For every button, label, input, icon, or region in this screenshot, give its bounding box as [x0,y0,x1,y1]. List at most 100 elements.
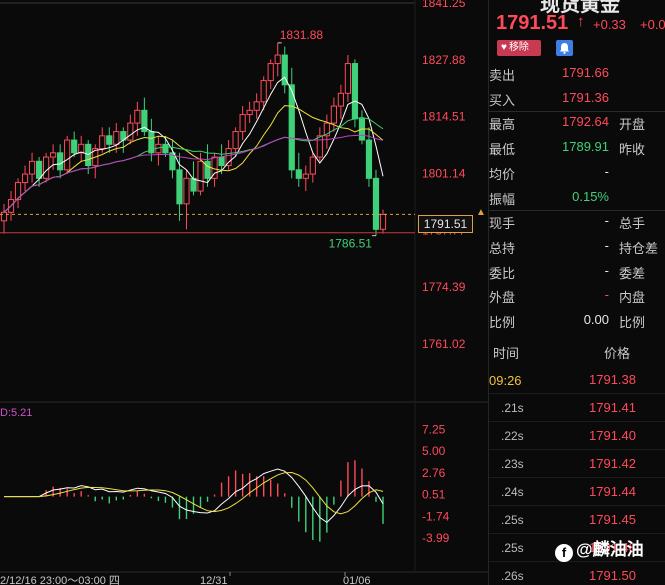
candle-body [183,177,190,205]
price-change-pct: +0.02% [640,17,665,32]
date-label: 12/31 [200,575,228,585]
tick-row: .22s 1791.40 [489,422,665,450]
tick-price: 1791.50 [589,568,636,583]
quote-label: 委比 [489,265,516,281]
candle-body [204,160,211,179]
alert-button[interactable] [556,40,573,56]
candle-body [169,152,176,171]
tick-price: 1791.45 [589,512,636,527]
heart-icon: ♥ [501,42,507,53]
quote-value: 1789.91 [562,139,609,155]
candle-body [351,63,359,120]
quote-row: 现手 - 总手 [489,209,665,233]
candle-body [50,152,57,158]
candle-body [267,63,274,82]
tick-time: .23s [501,457,524,471]
tick-row: .23s 1791.42 [489,450,665,478]
candle-body [78,143,85,154]
candle-body [57,152,64,171]
quote-label: 现手 [489,216,516,232]
candle-body [281,54,288,86]
quote-label: 最高 [489,117,516,133]
candle-body [134,109,141,124]
macd-axis-label: 5.00 [422,444,446,458]
quote-label-right: 总手 [619,216,646,232]
macd-value-label: D:5.21 [0,407,32,419]
candle-body [295,169,302,179]
tick-price: 1791.38 [589,372,636,387]
tick-row: 09:26 1791.38 [489,366,665,394]
price-axis-label: 1801.14 [422,166,466,180]
tick-price: 1791.44 [589,484,636,499]
quote-label-right: 委差 [619,265,646,281]
candle-body [253,101,260,111]
candle-body [344,63,352,94]
candle-body [197,160,204,192]
macd-axis-label: -3.99 [422,531,450,545]
candle-body [141,109,148,133]
quote-label-right: 内盘 [619,290,646,306]
quote-row: 总持 - 持仓差 [489,234,665,258]
quote-label-right: 开盘 [619,117,646,133]
candle-body [365,139,373,179]
candle-body [330,105,337,124]
candle-body [218,156,225,167]
candle-body [176,169,183,205]
quote-row: 均价 - [489,160,665,184]
current-price-marker-icon: ▲ [476,207,486,218]
candle-body [106,135,113,145]
bell-icon [560,43,569,54]
watermark: f @麟油油 [555,535,644,562]
tick-time: .25s [501,541,524,555]
quote-row: 振幅 0.15% [489,185,665,209]
last-price: 1791.51 [496,12,569,34]
price-axis-label: 1761.02 [422,337,466,351]
remove-label: 移除 [508,42,529,53]
tick-time: .25s [501,513,524,527]
quote-label: 振幅 [489,191,516,207]
candle-body [323,122,330,137]
quote-label-right: 持仓差 [619,240,659,256]
low-label: 1786.51 [329,237,373,251]
price-change: +0.33 [593,17,626,32]
macd-dif-line [4,468,384,524]
date-label: 2/12/16 23:00～03:00 四 [0,575,120,585]
kline-chart[interactable]: 1841.251827.881814.511801.141787.771774.… [0,0,488,585]
quote-row: 外盘 - 内盘 [489,283,665,307]
quote-value: - [604,163,609,179]
candle-body [379,213,387,230]
quote-value: - [604,287,609,303]
candle-body [260,80,267,103]
candle-body [28,160,36,175]
macd-dea-line [4,471,384,515]
quote-value: 0.15% [572,188,609,204]
quote-panel [488,0,665,585]
candle-body [274,54,281,65]
macd-axis-label: 7.25 [422,422,446,436]
tick-time: .21s [501,401,524,415]
quote-value: - [604,213,609,229]
candle-body [246,109,253,116]
price-axis-label: 1841.25 [422,0,466,10]
facebook-logo-icon: f [555,544,573,562]
candle-body [309,156,316,175]
ticks-header: 时间 价格 [489,340,665,362]
quote-value: - [604,237,609,253]
candle-body [316,135,323,158]
quote-row: 最高 1792.64 开盘 [489,110,665,134]
quote-label: 卖出 [489,68,516,83]
divider [489,111,665,112]
tick-time: 09:26 [489,373,522,388]
candle-body [43,156,50,179]
candle-body [302,173,309,179]
remove-watchlist-button[interactable]: ♥ 移除 [497,40,541,56]
candle-body [127,122,134,141]
candle-body [0,211,8,222]
tick-price: 1791.48 [589,540,636,555]
tick-row: .24s 1791.44 [489,478,665,506]
quote-value: 1792.64 [562,114,609,130]
moving-average-line [3,76,384,213]
candle-body [372,177,380,230]
instrument-title: 现货黄金 [540,0,620,16]
candle-body [14,182,22,201]
